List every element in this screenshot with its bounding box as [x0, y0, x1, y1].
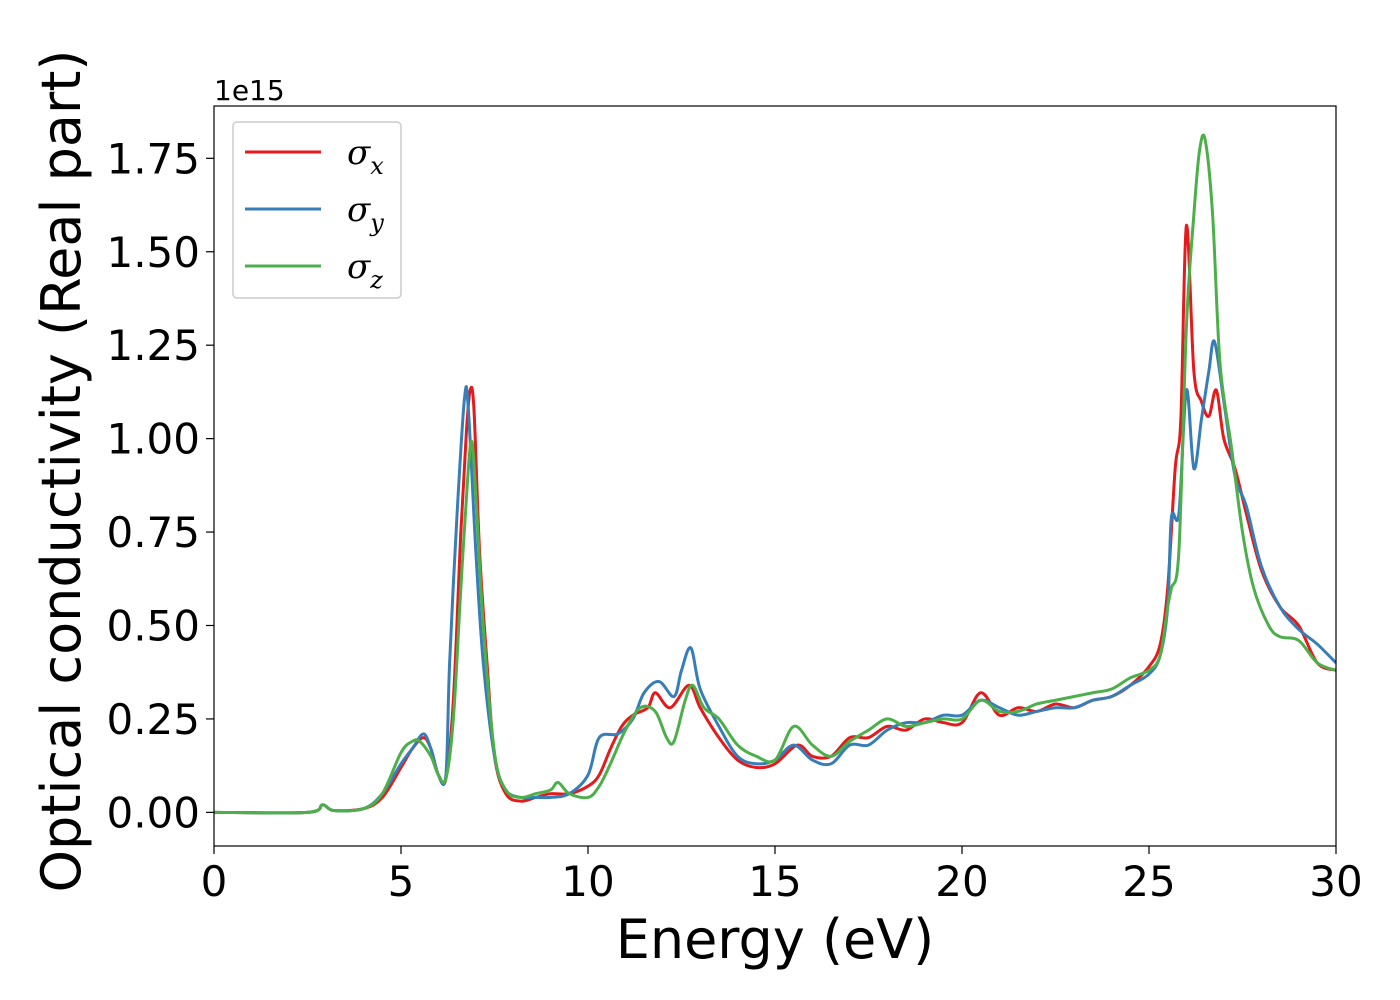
y-tick-label: 1.50 [106, 228, 200, 277]
y-offset-label: 1e15 [214, 74, 285, 107]
y-tick-label: 0.50 [106, 601, 200, 650]
y-axis-label: Optical conductivity (Real part) [30, 50, 93, 893]
legend-entry-label: σx [347, 133, 384, 180]
y-tick-label: 0.75 [106, 508, 200, 557]
x-tick-label: 20 [935, 857, 988, 906]
y-tick-label: 1.75 [106, 134, 200, 183]
x-tick-label: 0 [201, 857, 228, 906]
legend-entry-subscript: x [370, 152, 384, 180]
y-tick-label: 1.25 [106, 321, 200, 370]
series-line-z [214, 133, 1336, 815]
legend-entry-subscript: y [369, 209, 384, 237]
series-line-y [214, 339, 1336, 815]
series-line-x [214, 224, 1336, 815]
x-tick-label: 30 [1309, 857, 1362, 906]
legend-entry-symbol: σ [347, 190, 371, 230]
legend-entry-label: σz [347, 247, 383, 294]
y-tick-label: 0.25 [106, 695, 200, 744]
legend-entry-symbol: σ [347, 247, 371, 287]
series-layer [214, 133, 1336, 815]
x-axis-label: Energy (eV) [616, 908, 935, 971]
x-tick-label: 25 [1122, 857, 1175, 906]
x-tick-label: 15 [748, 857, 801, 906]
x-axis: 0 5 10 15 20 25 30 [201, 846, 1363, 906]
legend-entry-symbol: σ [347, 133, 371, 173]
legend-entry-subscript: z [369, 266, 383, 294]
x-tick-label: 10 [561, 857, 614, 906]
y-axis: 0.00 0.25 0.50 0.75 1.00 1.25 1.50 1.75 [106, 134, 214, 837]
y-tick-label: 0.00 [106, 788, 200, 837]
y-tick-label: 1.00 [106, 415, 200, 464]
legend-entry-label: σy [347, 190, 384, 237]
x-tick-label: 5 [388, 857, 415, 906]
